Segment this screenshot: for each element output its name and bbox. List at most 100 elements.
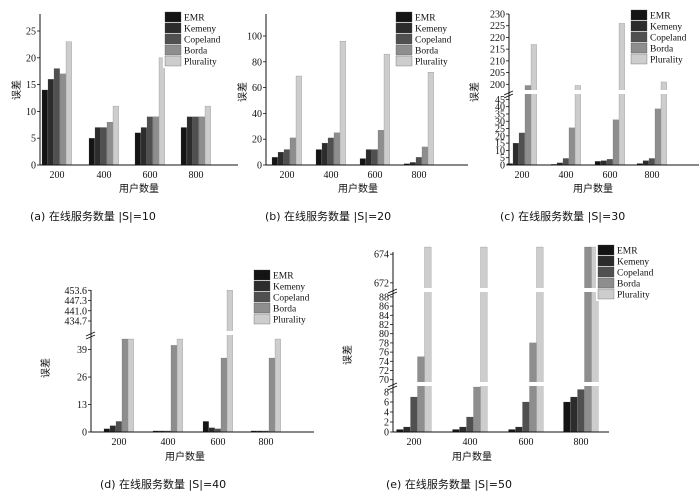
x-tick-label: 600 (211, 437, 226, 448)
bar-kemeny-800 (642, 160, 649, 166)
x-tick-label: 800 (645, 170, 660, 181)
y-tick-label: 26 (77, 373, 87, 384)
legend-swatch-emr (253, 269, 271, 281)
x-tick-label: 600 (603, 170, 618, 181)
bar-emr-600 (202, 421, 209, 433)
chart-panel-e: 200 400 600 8006746728886848280787674727086… (341, 244, 664, 491)
legend-swatch-kemeny (253, 280, 271, 292)
bar-plurality-800 (274, 338, 281, 433)
legend-label-plurality: Plurality (273, 316, 306, 326)
axis-break-gap (391, 382, 609, 386)
legend-label-plurality: Plurality (184, 58, 217, 68)
bar-borda-200 (289, 137, 296, 166)
x-axis-title: 用户数量 (573, 182, 613, 195)
bar-kemeny-200 (109, 425, 116, 433)
bar-plurality-600 (536, 246, 544, 433)
y-tick-label: 210 (490, 56, 505, 67)
x-axis-title: 用户数量 (338, 182, 378, 195)
bar-plurality-800 (427, 72, 434, 166)
legend-swatch-kemeny (630, 20, 648, 32)
y-axis-title: 误差 (468, 82, 481, 102)
bar-copeland-200 (283, 149, 290, 166)
bar-emr-200 (41, 89, 48, 166)
x-tick-label: 200 (407, 437, 422, 448)
bar-plurality-200 (530, 44, 537, 166)
y-tick-label: 0 (384, 428, 389, 439)
x-tick-label: 400 (559, 170, 574, 181)
bar-borda-600 (529, 342, 537, 433)
bar-borda-400 (568, 127, 575, 166)
y-tick-label: 20 (252, 135, 262, 146)
y-tick-label: 25 (495, 124, 505, 135)
bar-emr-800 (563, 401, 571, 433)
y-tick-label: 84 (379, 311, 389, 322)
legend-label-emr: EMR (617, 247, 638, 257)
legend-label-borda: Borda (415, 47, 439, 57)
panel-caption: (a) 在线服务数量 |S|=10 (30, 209, 156, 223)
y-tick-label: 80 (252, 57, 262, 68)
bar-kemeny-600 (365, 149, 372, 166)
y-tick-label: 25 (26, 27, 36, 38)
y-tick-label: 15 (495, 139, 505, 150)
axis-break-gap (507, 90, 699, 94)
panel-caption: (d) 在线服务数量 |S|=40 (100, 477, 226, 491)
y-axis-title: 误差 (10, 80, 23, 100)
bar-plurality-800 (660, 81, 667, 166)
y-tick-label: 441.0 (65, 306, 88, 317)
y-tick-label: 0 (257, 161, 262, 172)
bar-emr-200 (271, 157, 278, 166)
legend-swatch-plurality (395, 55, 413, 67)
bar-borda-200 (59, 73, 66, 166)
bar-plurality-400 (176, 338, 183, 433)
x-tick-label: 800 (574, 437, 589, 448)
y-tick-label: 30 (495, 117, 505, 128)
y-tick-label: 225 (490, 21, 505, 32)
y-tick-label: 6 (384, 398, 389, 409)
bar-emr-400 (315, 149, 322, 166)
bar-plurality-800 (204, 105, 211, 166)
y-tick-label: 72 (379, 366, 389, 377)
legend-label-copeland: Copeland (273, 294, 310, 304)
y-tick-label: 13 (77, 400, 87, 411)
bar-borda-600 (612, 119, 619, 166)
legend-label-plurality: Plurality (415, 58, 448, 68)
legend-swatch-emr (395, 11, 413, 23)
legend-swatch-emr (164, 11, 182, 23)
bar-kemeny-200 (47, 79, 54, 166)
legend-label-plurality: Plurality (650, 56, 683, 66)
legend-label-kemeny: Kemeny (184, 25, 216, 35)
legend-swatch-plurality (253, 313, 271, 325)
y-tick-label: 0 (31, 161, 36, 172)
legend-swatch-borda (253, 302, 271, 314)
x-axis-title: 用户数量 (119, 182, 159, 195)
bar-copeland-600 (606, 159, 613, 166)
bar-borda-600 (377, 130, 384, 166)
y-tick-label: 35 (495, 109, 505, 120)
bar-copeland-800 (577, 389, 585, 433)
x-tick-label: 800 (189, 170, 204, 181)
bar-borda-200 (417, 356, 425, 433)
legend-swatch-plurality (630, 53, 648, 65)
legend-swatch-borda (395, 44, 413, 56)
y-axis-title: 误差 (341, 345, 354, 365)
y-tick-label: 0 (82, 428, 87, 439)
y-tick-label: 447.3 (65, 296, 88, 307)
panel-caption: (b) 在线服务数量 |S|=20 (265, 209, 391, 223)
bar-borda-400 (106, 122, 113, 166)
x-tick-label: 600 (143, 170, 158, 181)
y-tick-label: 86 (379, 302, 389, 313)
y-tick-label: 70 (379, 375, 389, 386)
chart-panel-b: 200 400 600 800 0 20 40 60 80 100 用户数量 误差 (b) 在线服务数量… (236, 11, 468, 223)
y-tick-label: 453.6 (65, 286, 88, 297)
y-tick-label: 672 (374, 278, 389, 289)
bar-borda-200 (121, 338, 128, 433)
axis-break-gap (391, 288, 609, 292)
bar-copeland-200 (115, 421, 122, 433)
legend-label-copeland: Copeland (617, 269, 654, 279)
y-tick-label: 5 (31, 134, 36, 145)
y-tick-label: 10 (26, 107, 36, 118)
legend-swatch-copeland (630, 31, 648, 43)
bar-plurality-400 (339, 41, 346, 166)
